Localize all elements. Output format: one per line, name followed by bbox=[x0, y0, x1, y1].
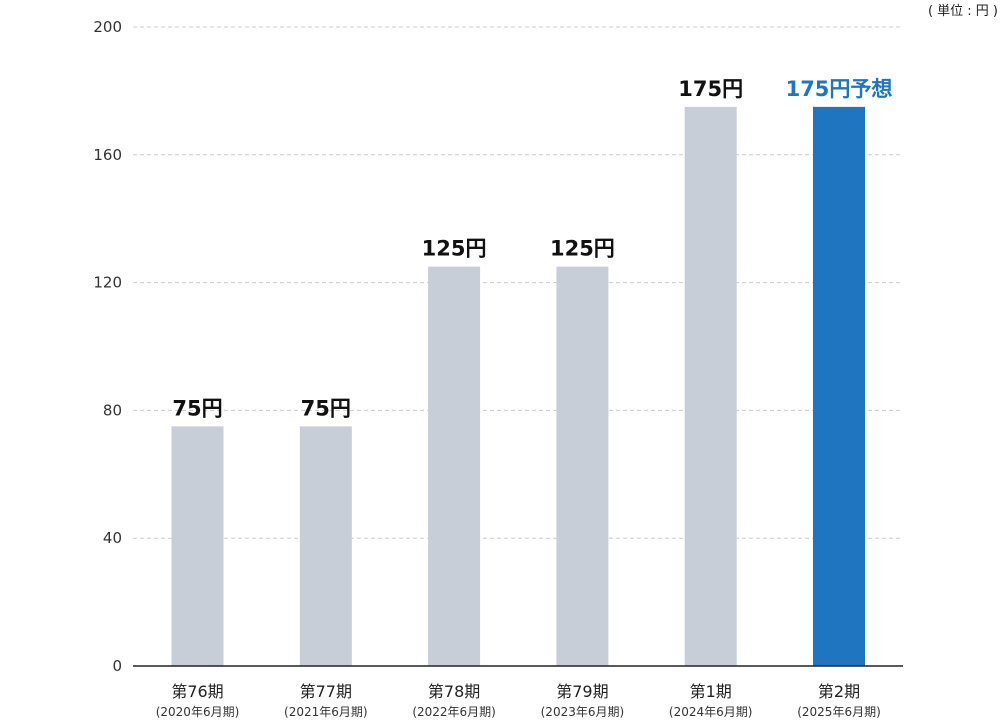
data-label: 125円 bbox=[550, 237, 615, 261]
y-tick-label: 0 bbox=[112, 657, 122, 675]
grid-lines bbox=[133, 26, 903, 539]
data-label: 125円 bbox=[422, 237, 487, 261]
y-axis-tick-labels: 0 40 80 120 160 200 bbox=[93, 18, 122, 675]
category-label: 第2期 bbox=[818, 682, 860, 701]
category-label: 第78期 bbox=[428, 682, 480, 701]
bar bbox=[428, 266, 481, 666]
category-label: 第76期 bbox=[171, 682, 223, 701]
data-label: 175円 bbox=[678, 77, 743, 101]
category-labels: 第76期 (2020年6月期) 第77期 (2021年6月期) 第78期 (2022年6月… bbox=[156, 682, 881, 719]
y-tick-label: 120 bbox=[93, 274, 122, 292]
category-subtitle: (2023年6月期) bbox=[541, 705, 625, 719]
data-label: 75円 bbox=[301, 396, 351, 420]
category-label: 第77期 bbox=[300, 682, 352, 701]
category-subtitle: (2025年6月期) bbox=[797, 705, 881, 719]
category-subtitle: (2021年6月期) bbox=[284, 705, 368, 719]
category-label: 第79期 bbox=[556, 682, 608, 701]
bar bbox=[684, 106, 737, 666]
bar bbox=[299, 426, 352, 666]
unit-note: ( 単位 : 円 ) bbox=[927, 4, 998, 19]
y-tick-label: 80 bbox=[103, 401, 122, 419]
category-subtitle: (2024年6月期) bbox=[669, 705, 753, 719]
forecast-bar bbox=[813, 106, 865, 666]
bar bbox=[171, 426, 224, 666]
bar bbox=[556, 266, 609, 666]
y-tick-label: 200 bbox=[93, 18, 122, 36]
y-tick-label: 160 bbox=[93, 146, 122, 164]
category-subtitle: (2022年6月期) bbox=[412, 705, 496, 719]
category-subtitle: (2020年6月期) bbox=[156, 705, 240, 719]
data-labels: 75円 75円 125円 125円 175円 175円予想 bbox=[172, 77, 892, 421]
bars bbox=[171, 106, 865, 666]
y-tick-label: 40 bbox=[103, 529, 122, 547]
data-label: 75円 bbox=[172, 396, 222, 420]
data-label: 175円予想 bbox=[786, 77, 893, 101]
category-label: 第1期 bbox=[690, 682, 732, 701]
